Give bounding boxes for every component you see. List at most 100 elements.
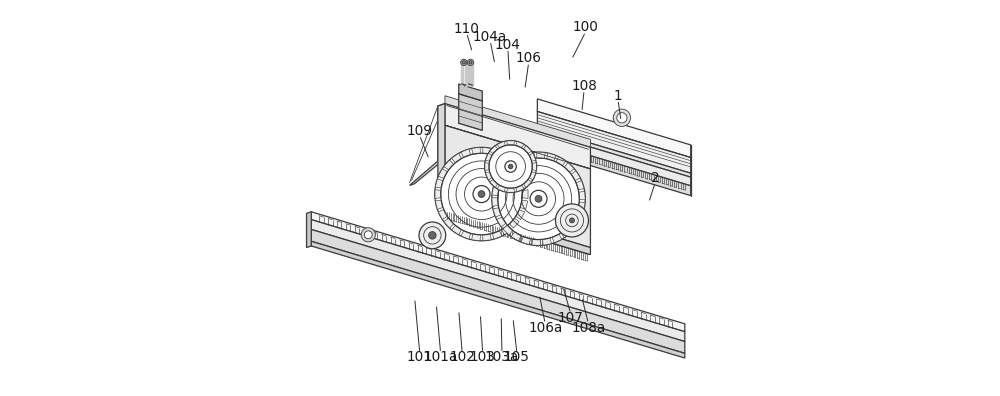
Text: 103: 103 [470,350,496,364]
Polygon shape [483,234,491,241]
Polygon shape [571,171,580,181]
Text: 102: 102 [449,350,475,364]
Polygon shape [492,198,498,206]
Polygon shape [445,104,590,169]
Circle shape [485,141,537,192]
Circle shape [467,59,474,65]
Polygon shape [490,179,498,187]
Polygon shape [497,141,505,148]
Polygon shape [435,190,441,198]
Polygon shape [485,172,492,180]
Polygon shape [447,200,588,254]
Polygon shape [461,149,471,158]
Polygon shape [568,221,578,230]
Circle shape [461,59,467,65]
Polygon shape [579,191,585,200]
Polygon shape [461,231,471,239]
Circle shape [361,228,375,242]
Polygon shape [532,239,540,246]
Polygon shape [502,225,511,235]
Circle shape [535,195,542,202]
Polygon shape [509,218,519,228]
Polygon shape [556,156,566,166]
Polygon shape [526,152,535,160]
Circle shape [569,218,574,223]
Polygon shape [311,212,685,332]
Polygon shape [522,190,528,198]
Polygon shape [438,209,447,219]
Circle shape [508,164,513,169]
Circle shape [555,204,588,237]
Polygon shape [507,141,514,145]
Polygon shape [537,152,545,158]
Text: 109: 109 [406,124,432,138]
Polygon shape [537,127,691,177]
Polygon shape [578,202,585,211]
Polygon shape [492,187,499,196]
Polygon shape [521,236,530,245]
Polygon shape [529,172,536,180]
Polygon shape [529,153,536,161]
Polygon shape [494,176,503,186]
Polygon shape [311,229,685,353]
Polygon shape [445,96,590,147]
Polygon shape [452,153,462,163]
Polygon shape [438,169,447,179]
Text: 105: 105 [504,350,530,364]
Text: 1: 1 [614,89,622,103]
Polygon shape [497,217,506,227]
Polygon shape [483,147,491,154]
Text: 101a: 101a [423,350,458,364]
Text: 106: 106 [516,51,542,65]
Text: 108a: 108a [571,321,606,335]
Polygon shape [307,212,311,248]
Circle shape [435,147,528,241]
Text: 108: 108 [571,79,597,93]
Polygon shape [435,179,443,188]
Text: 107: 107 [558,311,584,325]
Polygon shape [311,220,685,341]
Polygon shape [506,160,516,169]
Polygon shape [511,232,521,241]
Polygon shape [564,163,574,172]
Text: 101: 101 [407,350,433,364]
Polygon shape [516,141,524,148]
Polygon shape [459,94,482,130]
Text: 104: 104 [495,38,521,51]
Polygon shape [509,160,519,170]
Polygon shape [485,163,489,170]
Polygon shape [435,200,443,209]
Polygon shape [445,125,590,248]
Polygon shape [574,212,583,221]
Polygon shape [472,234,480,241]
Polygon shape [493,208,501,217]
Polygon shape [499,167,509,177]
Polygon shape [492,149,502,158]
Polygon shape [537,99,691,158]
Polygon shape [532,163,536,170]
Polygon shape [503,225,513,235]
Polygon shape [445,204,590,255]
Polygon shape [444,218,454,228]
Polygon shape [576,181,584,190]
Polygon shape [410,104,445,185]
Polygon shape [547,153,556,161]
Polygon shape [523,146,532,154]
Polygon shape [552,234,562,243]
Text: 106a: 106a [528,321,562,335]
Polygon shape [502,153,511,163]
Text: 110: 110 [454,22,480,36]
Circle shape [613,109,631,126]
Circle shape [419,222,446,249]
Text: 103a: 103a [485,350,519,364]
Circle shape [429,232,436,239]
Polygon shape [516,209,525,219]
Text: 104a: 104a [473,30,507,44]
Polygon shape [490,146,498,154]
Polygon shape [520,179,528,188]
Circle shape [462,61,465,64]
Polygon shape [459,84,482,101]
Circle shape [492,152,585,246]
Polygon shape [444,160,454,170]
Polygon shape [515,155,525,164]
